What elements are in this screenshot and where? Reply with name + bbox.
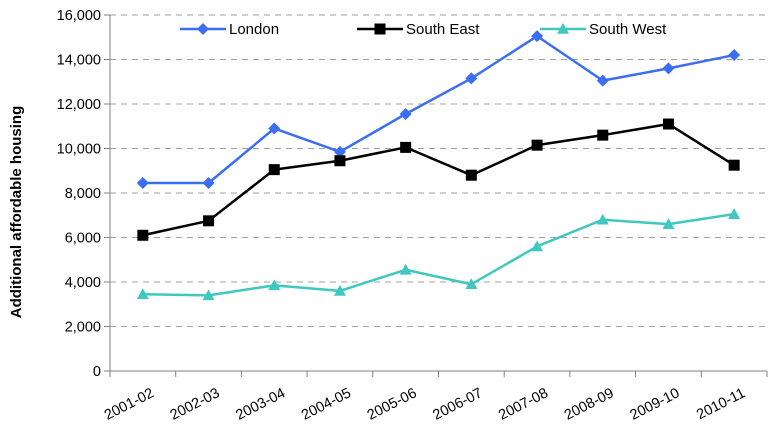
data-point xyxy=(333,145,346,158)
data-point xyxy=(531,240,544,252)
x-tick-label: 2005-06 xyxy=(365,385,420,423)
data-point xyxy=(268,164,280,176)
x-tick-label: 2003-04 xyxy=(233,385,288,423)
data-point xyxy=(465,72,478,85)
series-line xyxy=(142,212,735,297)
data-point xyxy=(203,215,215,227)
data-point xyxy=(137,229,149,241)
series-line xyxy=(142,122,735,237)
gridlines xyxy=(110,14,767,327)
legend-item: London xyxy=(180,21,279,38)
data-point xyxy=(596,74,609,87)
y-tick-label: 2,000 xyxy=(65,320,101,336)
data-point xyxy=(136,176,149,189)
legend-marker xyxy=(374,23,386,35)
data-point xyxy=(333,284,346,296)
data-point xyxy=(662,118,674,130)
y-axis-title: Additional affordable housing xyxy=(8,106,25,319)
y-tick-label: 10,000 xyxy=(57,142,101,158)
legend-item: South West xyxy=(540,21,667,38)
data-point xyxy=(531,139,543,151)
data-point xyxy=(399,108,412,121)
x-tick-label: 2004-05 xyxy=(299,385,354,423)
data-point xyxy=(597,129,609,141)
data-point xyxy=(136,288,149,300)
legend-marker xyxy=(197,23,209,35)
x-tick-label: 2010-11 xyxy=(694,385,748,423)
series-line xyxy=(142,34,735,185)
x-tick-label: 2002-03 xyxy=(168,385,223,423)
y-tick-label: 16,000 xyxy=(57,8,101,24)
data-point xyxy=(662,218,675,229)
x-tick-labels: 2001-02 2002-03 2003-04 2004-05 2005-06 2006-… xyxy=(102,385,748,423)
data-point xyxy=(268,122,281,135)
data-point xyxy=(728,159,740,171)
legend-item: South East xyxy=(357,21,480,38)
series-london xyxy=(136,30,741,189)
data-point xyxy=(202,289,215,301)
x-tick-label: 2008-09 xyxy=(562,385,617,423)
data-point xyxy=(334,155,346,167)
y-tick-label: 14,000 xyxy=(57,53,101,69)
data-point xyxy=(400,141,412,153)
legend-marker xyxy=(557,23,569,34)
y-tick-label: 8,000 xyxy=(65,186,101,202)
data-point xyxy=(465,278,478,290)
y-tick-label: 4,000 xyxy=(65,275,101,291)
axes xyxy=(104,14,768,377)
x-tick-label: 2007-08 xyxy=(496,385,551,423)
legend-label: London xyxy=(229,21,279,38)
x-tick-label: 2009-10 xyxy=(628,385,683,423)
data-point xyxy=(728,49,741,62)
y-tick-labels: 0 2,000 4,000 6,000 8,000 10,000 12,000 14,000 1… xyxy=(57,8,101,380)
data-point xyxy=(531,30,544,43)
series-group xyxy=(136,30,741,301)
legend-label: South East xyxy=(406,21,480,38)
y-tick-label: 6,000 xyxy=(65,231,101,247)
series-south-east xyxy=(137,118,740,241)
data-point xyxy=(268,279,281,291)
x-tick-label: 2001-02 xyxy=(102,385,157,423)
data-point xyxy=(465,169,477,181)
data-point xyxy=(399,263,412,275)
data-point xyxy=(662,62,675,75)
data-point xyxy=(202,176,215,189)
data-point xyxy=(596,213,609,225)
x-tick-label: 2006-07 xyxy=(430,385,485,423)
legend: London South East South West xyxy=(180,21,667,38)
y-tick-label: 12,000 xyxy=(57,97,101,113)
legend-label: South West xyxy=(589,21,667,38)
y-tick-label: 0 xyxy=(93,364,101,380)
data-point xyxy=(728,208,741,219)
series-south-west xyxy=(136,208,741,301)
